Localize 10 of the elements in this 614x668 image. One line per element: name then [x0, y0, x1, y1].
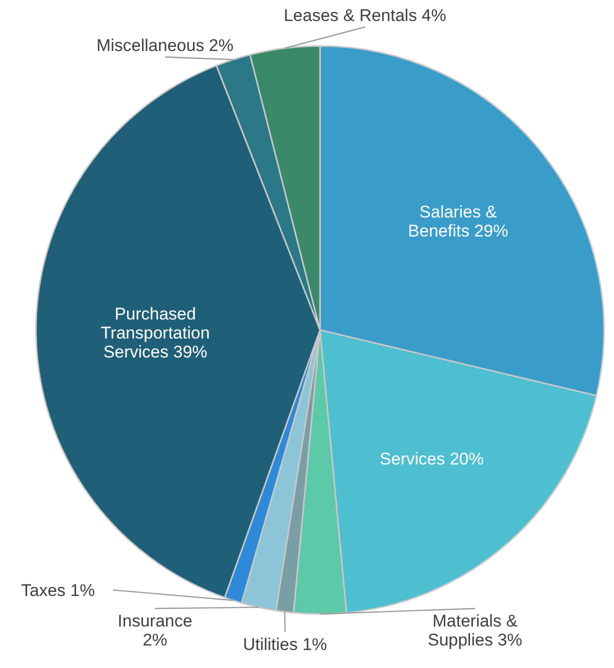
- slice-label: Services 20%: [380, 449, 484, 468]
- slice-label: Materials & Supplies 3%: [428, 611, 522, 649]
- slice-label: Leases & Rentals 4%: [284, 6, 446, 24]
- slice-label: Salaries & Benefits 29%: [408, 202, 508, 240]
- slice-label: Taxes 1%: [21, 580, 95, 600]
- slice-label: Insurance: [118, 611, 192, 630]
- slice-label: Miscellaneous 2%: [96, 36, 234, 54]
- data-label: 2%: [142, 630, 168, 649]
- slice-label: Purchased Transportation Services 39%: [100, 304, 210, 362]
- slice-label: Utilities 1%: [242, 634, 328, 654]
